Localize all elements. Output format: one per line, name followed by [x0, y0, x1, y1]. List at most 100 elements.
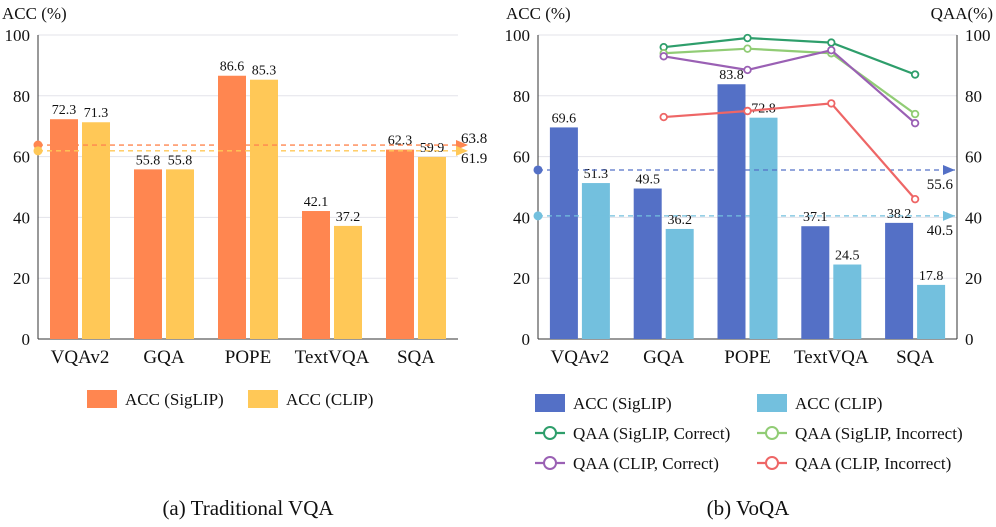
x-tick-label-a: SQA — [397, 347, 435, 368]
y-tick-label-b: 40 — [513, 208, 530, 227]
legend-swatch-a — [87, 390, 117, 408]
bar-value-label-a: 37.2 — [336, 210, 361, 225]
chart-title-b: (b) VoQA — [707, 496, 790, 520]
x-tick-label-a: GQA — [143, 347, 184, 368]
y2-tick-label-b: 80 — [965, 87, 982, 106]
bar-clip-b — [749, 117, 778, 339]
bar-value-label-a: 85.3 — [252, 64, 277, 79]
x-tick-label-b: TextVQA — [794, 347, 869, 368]
bar-clip-a — [250, 79, 278, 340]
legend-label-b: ACC (CLIP) — [795, 394, 882, 413]
bar-clip-a — [418, 156, 446, 339]
y2-tick-label-b: 60 — [965, 148, 982, 167]
y-tick-label-b: 80 — [513, 87, 530, 106]
bar-value-label-b: 49.5 — [635, 173, 660, 188]
legend-swatch-b — [757, 394, 787, 412]
bar-siglip-b — [801, 226, 830, 339]
bar-siglip-a — [386, 149, 414, 339]
bar-siglip-a — [218, 75, 246, 340]
bar-value-label-a: 86.6 — [220, 60, 245, 75]
legend-swatch-b — [535, 394, 565, 412]
reference-value-label-a: 63.8 — [461, 131, 487, 147]
bar-value-label-b: 36.2 — [667, 213, 692, 228]
qaa-point — [827, 38, 836, 47]
x-tick-label-b: POPE — [724, 347, 770, 368]
bar-value-label-b: 38.2 — [887, 207, 912, 222]
bar-siglip-b — [549, 127, 578, 339]
x-tick-label-b: GQA — [643, 347, 684, 368]
y2-tick-label-b: 20 — [965, 269, 982, 288]
qaa-point — [743, 106, 752, 116]
legend-marker-b — [765, 456, 779, 470]
bar-value-label-b: 17.8 — [919, 269, 944, 284]
qaa-point — [910, 194, 920, 204]
y-tick-label-b: 60 — [513, 148, 530, 167]
bar-value-label-b: 24.5 — [835, 249, 860, 264]
x-tick-label-a: VQAv2 — [51, 347, 110, 368]
y-tick-label-b: 20 — [513, 269, 530, 288]
bar-value-label-a: 62.3 — [388, 134, 413, 149]
y-tick-label-b: 100 — [505, 26, 531, 45]
qaa-point — [827, 46, 836, 55]
chart-title-a: (a) Traditional VQA — [162, 496, 334, 520]
legend-label-b: QAA (CLIP, Correct) — [573, 454, 719, 473]
bar-clip-b — [917, 284, 946, 339]
y2-axis-title-b: QAA(%) — [931, 4, 993, 23]
qaa-point — [743, 65, 752, 75]
legend-label-b: ACC (SigLIP) — [573, 394, 672, 413]
bar-value-label-b: 69.6 — [552, 111, 577, 126]
legend-marker-b — [765, 426, 779, 440]
legend-label-a: ACC (SigLIP) — [125, 390, 224, 409]
x-tick-label-b: SQA — [896, 347, 934, 368]
qaa-line — [663, 47, 916, 115]
reference-arrow-b — [943, 164, 955, 175]
reference-arrow-a — [456, 145, 468, 156]
qaa-line — [663, 48, 916, 124]
bar-clip-a — [334, 225, 362, 339]
qaa-line — [663, 102, 916, 200]
x-tick-label-b: VQAv2 — [551, 347, 610, 368]
qaa-point — [743, 33, 752, 43]
bar-value-label-b: 51.3 — [584, 167, 609, 182]
bar-siglip-a — [302, 211, 330, 339]
y2-tick-label-b: 0 — [965, 330, 974, 349]
bar-clip-a — [166, 169, 194, 339]
bar-value-label-a: 55.8 — [168, 153, 193, 168]
bar-clip-b — [581, 183, 610, 339]
qaa-point — [827, 99, 836, 108]
y-axis-title-a: ACC (%) — [2, 4, 67, 23]
qaa-point — [743, 44, 752, 53]
bar-siglip-b — [885, 222, 914, 339]
qaa-line — [663, 36, 916, 76]
bar-value-label-a: 55.8 — [136, 153, 161, 168]
bar-clip-b — [665, 228, 694, 339]
qaa-point — [910, 70, 920, 79]
bar-value-label-b: 37.1 — [803, 210, 828, 225]
reference-value-label-b: 55.6 — [927, 177, 954, 193]
y-axis-title-b: ACC (%) — [506, 4, 571, 23]
y-tick-label-a: 40 — [13, 208, 30, 227]
reference-arrow-b — [943, 210, 955, 221]
reference-value-label-a: 61.9 — [461, 151, 487, 167]
legend-marker-b — [543, 456, 557, 470]
x-tick-label-a: TextVQA — [295, 347, 370, 368]
y-tick-label-b: 0 — [522, 330, 531, 349]
bar-clip-b — [833, 264, 862, 339]
legend-swatch-a — [248, 390, 278, 408]
legend-label-b: QAA (SigLIP, Incorrect) — [795, 424, 963, 443]
bar-siglip-b — [717, 84, 746, 339]
y-tick-label-a: 80 — [13, 87, 30, 106]
y-tick-label-a: 100 — [5, 26, 31, 45]
qaa-point — [659, 112, 668, 122]
bar-value-label-a: 42.1 — [304, 195, 329, 210]
bar-value-label-a: 71.3 — [84, 106, 109, 121]
legend-marker-b — [543, 426, 557, 440]
y-tick-label-a: 20 — [13, 269, 30, 288]
bar-clip-a — [82, 122, 110, 339]
y-tick-label-a: 60 — [13, 148, 30, 167]
bar-siglip-a — [134, 169, 162, 339]
y2-tick-label-b: 100 — [965, 26, 991, 45]
reference-value-label-b: 40.5 — [927, 223, 953, 239]
qaa-point — [659, 52, 668, 61]
